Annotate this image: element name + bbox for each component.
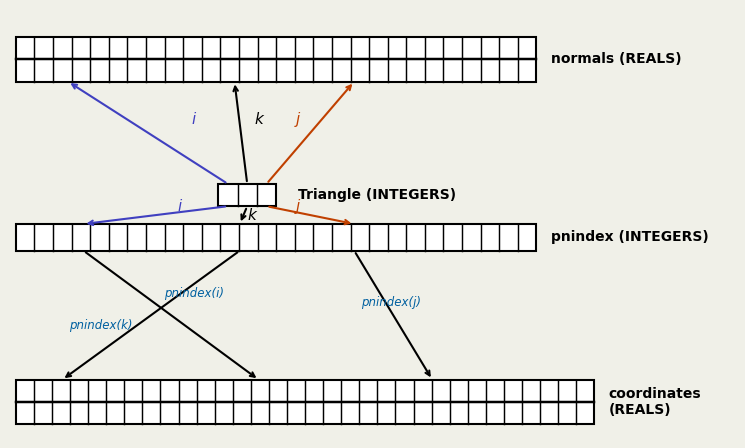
Text: j: j bbox=[296, 198, 299, 214]
Bar bbox=[16, 37, 536, 82]
Text: k: k bbox=[247, 207, 256, 223]
Bar bbox=[16, 380, 595, 424]
Text: pnindex(k): pnindex(k) bbox=[69, 319, 133, 332]
Bar bbox=[16, 224, 536, 251]
Text: i: i bbox=[177, 198, 182, 214]
Text: normals (REALS): normals (REALS) bbox=[551, 52, 682, 66]
Text: k: k bbox=[255, 112, 263, 127]
Text: i: i bbox=[191, 112, 196, 127]
Text: coordinates
(REALS): coordinates (REALS) bbox=[609, 387, 701, 417]
Text: Triangle (INTEGERS): Triangle (INTEGERS) bbox=[298, 188, 456, 202]
Text: pnindex(j): pnindex(j) bbox=[361, 297, 422, 310]
Text: pnindex (INTEGERS): pnindex (INTEGERS) bbox=[551, 230, 708, 244]
Text: j: j bbox=[296, 112, 299, 127]
Bar bbox=[218, 184, 276, 206]
Text: pnindex(i): pnindex(i) bbox=[164, 288, 224, 301]
